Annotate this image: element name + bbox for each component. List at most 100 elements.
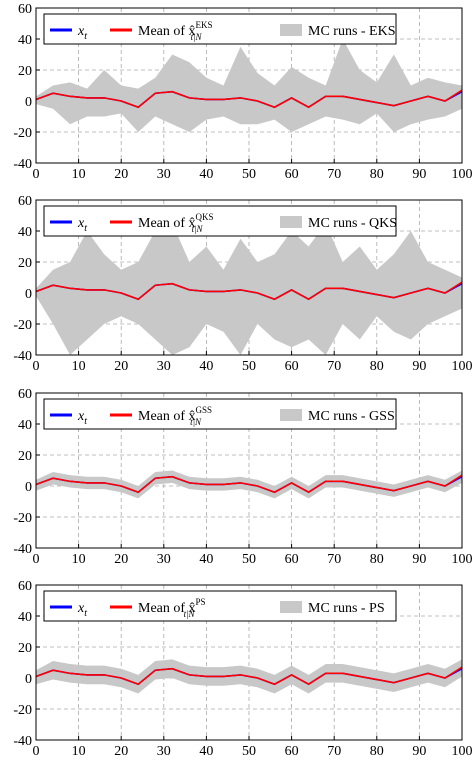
x-tick-label: 70 xyxy=(327,744,341,759)
legend-sub: t|N xyxy=(190,417,202,427)
x-tick-label: 100 xyxy=(452,167,473,182)
legend-label: xt xyxy=(77,409,87,427)
x-tick-label: 20 xyxy=(114,359,128,374)
legend-sup: EKS xyxy=(196,20,213,30)
x-tick-label: 0 xyxy=(33,744,40,759)
plot-frame xyxy=(35,392,463,549)
y-tick-label: 40 xyxy=(18,33,32,48)
x-tick-label: 40 xyxy=(199,744,213,759)
legend-name: x xyxy=(77,216,85,231)
legend-label: Mean of x̂GSS t|N xyxy=(138,405,212,427)
y-tick-label: -20 xyxy=(13,126,32,141)
x-tick-label: 20 xyxy=(114,744,128,759)
legend-sub: t xyxy=(84,31,87,42)
y-tick-label: 40 xyxy=(18,225,32,240)
series-line xyxy=(35,281,463,301)
x-tick-label: 10 xyxy=(72,744,86,759)
legend-label: Mean of x̂EKS t|N xyxy=(138,20,213,42)
panel: 0 10 20 30 40 50 60 70 80 90 100 -40 -20 0 20 40 60 xt Mea… xyxy=(13,2,472,182)
legend-sup: PS xyxy=(196,597,206,607)
x-tick-label: 100 xyxy=(452,359,473,374)
x-tick-label: 90 xyxy=(412,167,426,182)
x-tick-label: 0 xyxy=(33,167,40,182)
panel: 0 10 20 30 40 50 60 70 80 90 100 -40 -20 0 20 40 60 xt Mea… xyxy=(13,579,472,759)
legend-name: x xyxy=(77,24,85,39)
panel: 0 10 20 30 40 50 60 70 80 90 100 -40 -20 0 20 40 60 xt Mea… xyxy=(13,387,472,567)
y-tick-label: 60 xyxy=(18,387,32,402)
panel: 0 10 20 30 40 50 60 70 80 90 100 -40 -20 0 20 40 60 xt Mea… xyxy=(13,194,472,374)
legend-name: Mean of x̂ xyxy=(138,24,196,39)
x-tick-label: 10 xyxy=(72,359,86,374)
plot-frame xyxy=(35,199,463,356)
legend-label: MC runs - PS xyxy=(308,601,385,616)
y-tick-label: 60 xyxy=(18,194,32,209)
x-tick-label: 50 xyxy=(242,744,256,759)
x-tick-label: 20 xyxy=(114,552,128,567)
y-tick-label: -40 xyxy=(13,157,32,172)
legend-name: Mean of x̂ xyxy=(138,216,196,231)
legend-box xyxy=(43,13,397,45)
x-tick-label: 80 xyxy=(370,359,384,374)
x-tick-label: 40 xyxy=(199,167,213,182)
legend-name: Mean of x̂ xyxy=(138,409,196,424)
y-tick-label: -20 xyxy=(13,318,32,333)
x-tick-label: 0 xyxy=(33,359,40,374)
legend-box xyxy=(43,398,397,430)
legend-sup: QKS xyxy=(196,212,214,222)
x-tick-label: 90 xyxy=(412,552,426,567)
x-tick-label: 60 xyxy=(285,552,299,567)
y-tick-label: -40 xyxy=(13,349,32,364)
series-line xyxy=(35,666,463,686)
legend-sub: t|N xyxy=(191,32,203,42)
series-line xyxy=(35,474,463,494)
legend-name: x xyxy=(77,601,85,616)
y-tick-label: 40 xyxy=(18,610,32,625)
y-tick-label: 40 xyxy=(18,418,32,433)
y-tick-label: 20 xyxy=(18,449,32,464)
x-tick-label: 0 xyxy=(33,552,40,567)
mc-band xyxy=(36,223,462,355)
y-tick-label: -20 xyxy=(13,511,32,526)
plot-frame xyxy=(35,7,463,164)
legend-sub: t|N xyxy=(192,224,204,234)
y-tick-label: 60 xyxy=(18,579,32,594)
y-tick-label: -20 xyxy=(13,703,32,718)
legend-box xyxy=(43,590,397,622)
legend-sub: t xyxy=(84,608,87,619)
y-tick-label: 60 xyxy=(18,2,32,17)
y-tick-label: -40 xyxy=(13,542,32,557)
legend-name: x xyxy=(77,409,85,424)
x-tick-label: 10 xyxy=(72,167,86,182)
legend-swatch xyxy=(280,216,302,228)
x-tick-label: 30 xyxy=(157,167,171,182)
x-tick-label: 70 xyxy=(327,167,341,182)
legend-sup: GSS xyxy=(196,405,213,415)
series-line xyxy=(35,89,463,109)
legend-label: xt xyxy=(77,216,87,234)
plot-frame xyxy=(35,584,463,741)
x-tick-label: 60 xyxy=(285,167,299,182)
x-tick-label: 50 xyxy=(242,359,256,374)
legend-label: MC runs - GSS xyxy=(308,409,395,424)
x-tick-label: 30 xyxy=(157,744,171,759)
legend-sub: t xyxy=(84,223,87,234)
x-tick-label: 20 xyxy=(114,167,128,182)
x-tick-label: 30 xyxy=(157,359,171,374)
x-tick-label: 80 xyxy=(370,744,384,759)
legend-label: Mean of x̂QKS t|N xyxy=(138,212,214,234)
legend-label: xt xyxy=(77,24,87,42)
y-tick-label: 20 xyxy=(18,64,32,79)
x-tick-label: 60 xyxy=(285,744,299,759)
x-tick-label: 50 xyxy=(242,552,256,567)
y-tick-label: 0 xyxy=(25,287,32,302)
legend-label: Mean of x̂PS t|N xyxy=(138,597,206,619)
legend-label: MC runs - QKS xyxy=(308,216,397,231)
legend-sub: t xyxy=(84,416,87,427)
legend-label: MC runs - EKS xyxy=(308,24,396,39)
mc-band xyxy=(36,39,462,132)
legend-swatch xyxy=(280,601,302,613)
x-tick-label: 60 xyxy=(285,359,299,374)
x-tick-label: 80 xyxy=(370,552,384,567)
x-tick-label: 10 xyxy=(72,552,86,567)
